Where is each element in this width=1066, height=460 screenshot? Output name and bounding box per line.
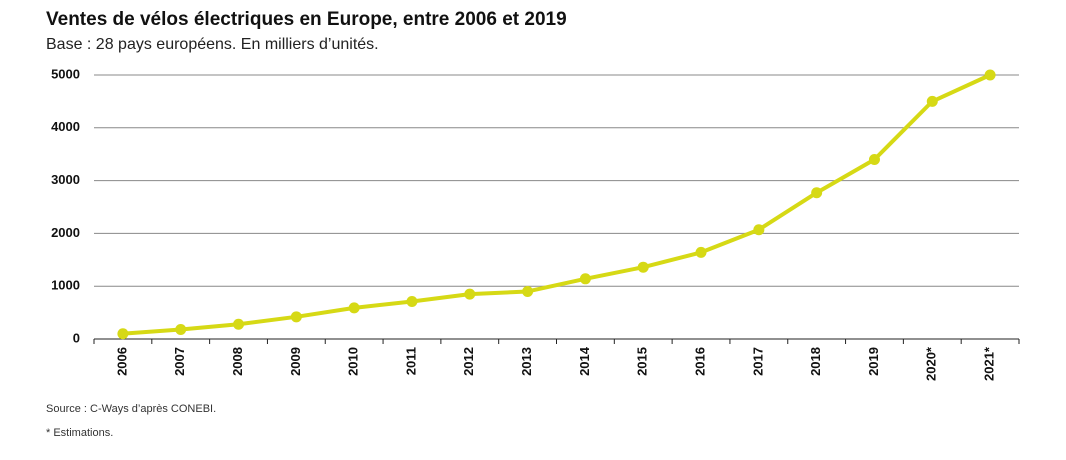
x-tick-label: 2006 xyxy=(114,347,129,376)
y-tick-label: 4000 xyxy=(51,119,80,134)
x-tick-label: 2016 xyxy=(692,347,707,376)
x-tick-label: 2007 xyxy=(172,347,187,376)
point xyxy=(753,224,765,236)
point xyxy=(464,288,476,300)
point xyxy=(175,323,187,335)
point xyxy=(579,273,591,285)
point xyxy=(406,296,418,308)
point xyxy=(811,187,823,199)
x-tick-label: 2017 xyxy=(750,347,765,376)
source: Source : C-Ways d’après CONEBI. xyxy=(46,403,216,415)
point xyxy=(348,302,360,314)
point xyxy=(117,328,129,340)
point xyxy=(926,95,938,107)
line xyxy=(122,73,991,336)
point xyxy=(984,69,996,81)
x-tick-label: 2012 xyxy=(461,347,476,376)
point xyxy=(695,246,707,258)
point xyxy=(290,311,302,323)
y-tick-label: 5000 xyxy=(51,66,80,81)
x-tick-label: 2009 xyxy=(288,347,303,376)
x-tick-label: 2008 xyxy=(230,347,245,376)
x-tick-label: 2015 xyxy=(635,347,650,376)
y-tick-label: 0 xyxy=(73,330,80,345)
x-tick-label: 2010 xyxy=(346,347,361,376)
x-tick-label: 2018 xyxy=(808,347,823,376)
chart-subtitle: Base : 28 pays européens. En milliers d’… xyxy=(46,36,379,53)
x-tick-label: 2021* xyxy=(982,346,997,381)
x-tick-label: 2011 xyxy=(403,347,418,375)
x-tick-label: 2020* xyxy=(924,346,939,381)
x-tick-label: 2013 xyxy=(519,347,534,376)
note: * Estimations. xyxy=(46,427,113,439)
point xyxy=(637,261,649,273)
x-tick-label: 2019 xyxy=(866,347,881,376)
y-tick-label: 2000 xyxy=(51,225,80,240)
point xyxy=(522,285,534,297)
point xyxy=(233,318,245,330)
y-tick-label: 1000 xyxy=(51,278,80,293)
chart-title: Ventes de vélos électriques en Europe, e… xyxy=(46,9,567,30)
x-tick-label: 2014 xyxy=(577,346,592,376)
point xyxy=(868,153,880,165)
y-tick-label: 3000 xyxy=(51,172,80,187)
